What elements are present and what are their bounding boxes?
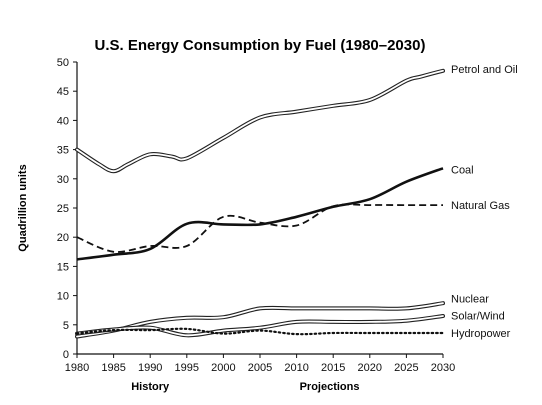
y-tick-label: 50 [57,57,69,69]
nuclear-series [75,301,445,339]
solar-wind-line-inner [76,315,444,337]
petrol-and-oil-label: Petrol and Oil [451,64,518,76]
y-tick-label: 30 [57,174,69,186]
x-tick-label: 2010 [284,362,308,374]
x-tick-label: 2005 [248,362,272,374]
y-tick-label: 35 [57,145,69,157]
y-tick-label: 25 [57,203,69,215]
y-tick-label: 40 [57,115,69,127]
y-tick-label: 15 [57,261,69,273]
natural-gas-series [76,203,443,253]
natural-gas-line [76,203,443,253]
series-lines [75,68,445,339]
natural-gas-label: Natural Gas [451,200,510,212]
hydropower-label: Hydropower [451,328,511,340]
x-tick-label: 1980 [65,362,89,374]
x-tick-label: 2030 [431,362,455,374]
y-ticks: 0 5 10 15 20 25 30 35 40 45 50 [57,57,77,361]
period-labels: History Projections [131,381,359,393]
coal-series [76,167,444,261]
y-axis-label: Quadrillion units [17,164,29,251]
x-tick-label: 1985 [101,362,125,374]
solar-wind-label: Solar/Wind [451,310,505,322]
period-label: History [131,381,170,393]
chart-title: U.S. Energy Consumption by Fuel (1980–20… [95,37,426,54]
x-ticks: 1980 1985 1990 1995 2000 2005 2010 2015 2020 2025… [65,354,455,374]
y-tick-label: 5 [63,320,69,332]
nuclear-line-inner [76,302,444,338]
nuclear-label: Nuclear [451,294,489,306]
hydropower-line [75,327,445,336]
y-tick-label: 0 [63,349,69,361]
y-tick-label: 45 [57,86,69,98]
x-tick-label: 2015 [321,362,345,374]
x-tick-label: 1995 [175,362,199,374]
y-tick-label: 20 [57,232,69,244]
x-tick-label: 1990 [138,362,162,374]
period-label: Projections [300,381,360,393]
x-tick-label: 2025 [394,362,418,374]
hydropower-series [75,327,445,336]
x-tick-label: 2020 [358,362,382,374]
series-labels: Petrol and Oil Coal Natural Gas Nuclear Sola… [451,64,518,340]
petrol-and-oil-line-inner [76,69,444,173]
coal-label: Coal [451,164,474,176]
petrol-and-oil-series [75,68,445,174]
solar-wind-series [75,314,445,338]
petrol-and-oil-line-outer [75,68,445,174]
y-tick-label: 10 [57,291,69,303]
coal-line [76,167,444,261]
x-tick-label: 2000 [211,362,235,374]
